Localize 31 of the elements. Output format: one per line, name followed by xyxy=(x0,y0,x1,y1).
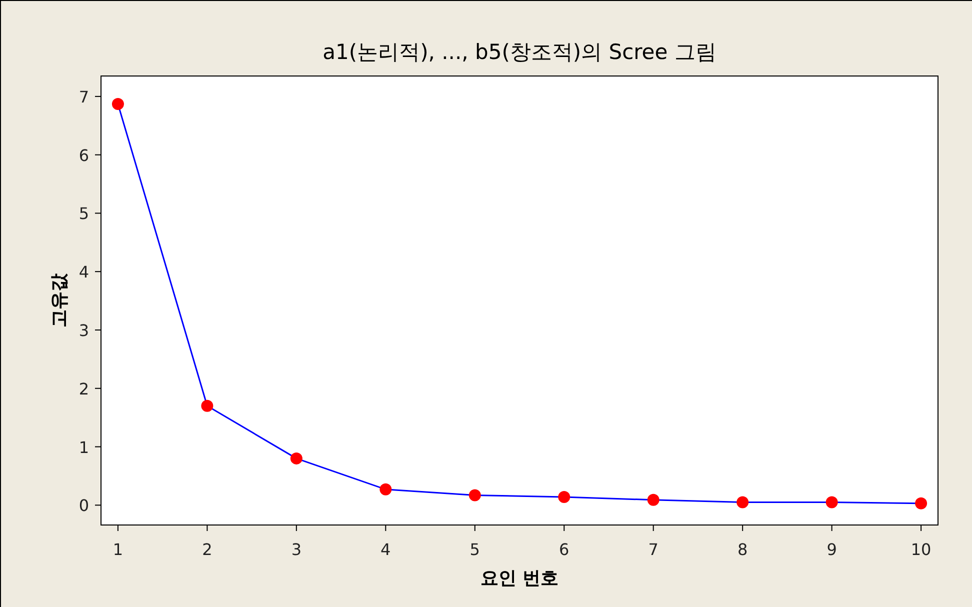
point xyxy=(647,494,660,506)
x-tick-label: 10 xyxy=(910,540,932,559)
x-tick-label: 1 xyxy=(112,540,124,559)
chart-title: a1(논리적), ..., b5(창조적)의 Scree 그림 xyxy=(322,40,716,64)
point xyxy=(736,496,749,508)
x-axis-title: 요인 번호 xyxy=(480,568,559,589)
y-tick-label: 6 xyxy=(78,146,89,165)
x-tick-label: 7 xyxy=(648,540,658,559)
x-tick-label: 3 xyxy=(291,540,302,559)
point xyxy=(112,98,124,110)
x-tick-label: 6 xyxy=(559,540,570,559)
y-tick-label: 3 xyxy=(78,320,89,340)
point xyxy=(201,400,214,412)
point xyxy=(380,483,392,496)
point xyxy=(468,489,481,502)
point xyxy=(826,496,838,508)
y-tick-label: 0 xyxy=(78,496,89,516)
x-tick-label: 5 xyxy=(470,540,480,559)
x-tick-label: 4 xyxy=(380,540,391,559)
y-tick-label: 5 xyxy=(78,204,89,224)
y-tick-label: 2 xyxy=(78,379,89,398)
y-axis-title: 고유값 xyxy=(49,272,70,328)
point xyxy=(558,490,570,503)
x-tick-label: 2 xyxy=(202,540,212,559)
y-tick-label: 1 xyxy=(78,438,89,457)
point xyxy=(290,452,302,464)
x-tick-label: 9 xyxy=(826,540,837,559)
x-tick-label: 8 xyxy=(737,540,748,559)
point xyxy=(915,497,928,510)
y-tick-label: 7 xyxy=(78,87,89,106)
y-tick-label: 4 xyxy=(78,262,89,282)
